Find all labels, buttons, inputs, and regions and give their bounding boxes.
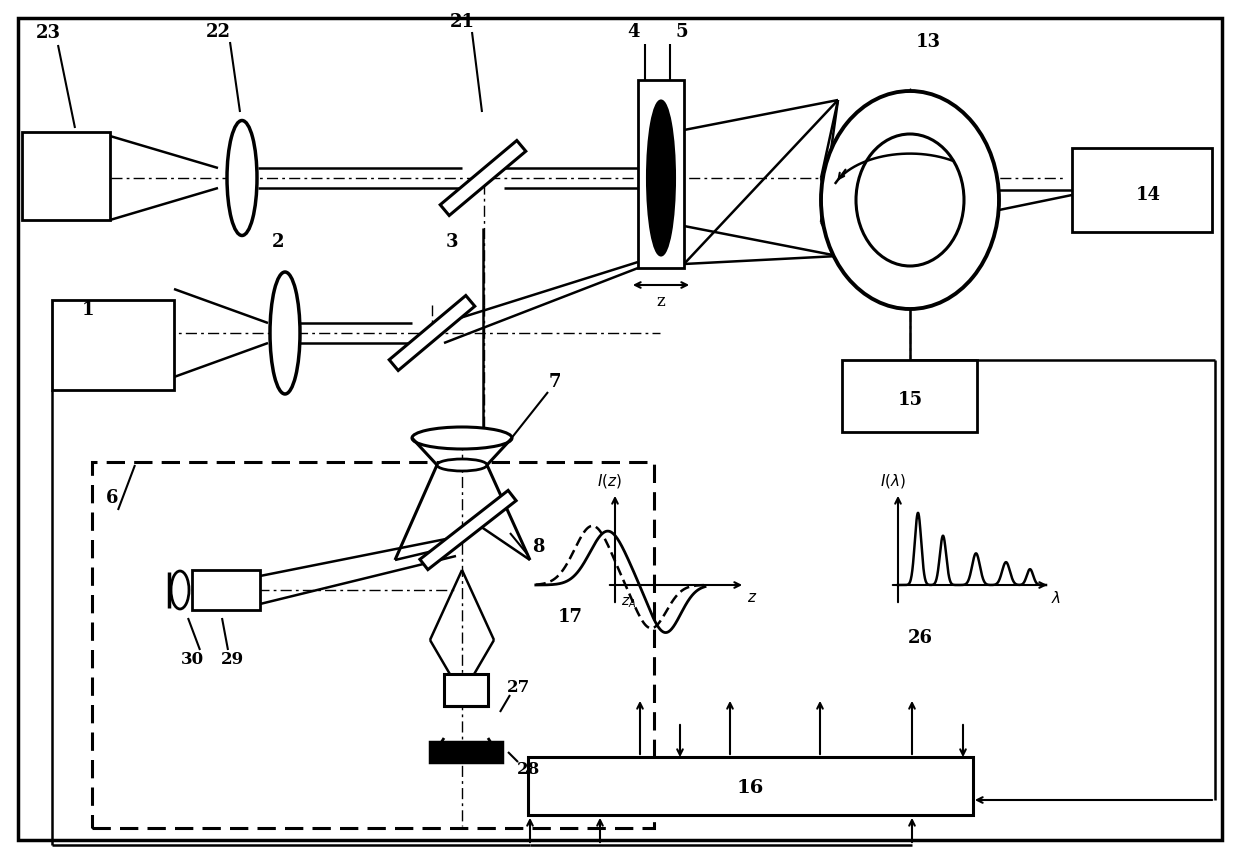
Ellipse shape xyxy=(647,100,675,256)
Bar xyxy=(639,80,684,268)
Text: 27: 27 xyxy=(506,680,529,697)
Bar xyxy=(444,674,489,706)
Text: $\lambda$: $\lambda$ xyxy=(1052,590,1061,606)
Text: $I(\lambda)$: $I(\lambda)$ xyxy=(880,472,906,490)
Ellipse shape xyxy=(227,120,257,235)
Polygon shape xyxy=(440,141,526,215)
Bar xyxy=(92,462,653,828)
Text: 26: 26 xyxy=(908,629,932,647)
Ellipse shape xyxy=(270,272,300,394)
Text: 17: 17 xyxy=(558,608,583,626)
Polygon shape xyxy=(420,491,516,570)
Polygon shape xyxy=(389,295,475,371)
Text: 6: 6 xyxy=(105,489,118,507)
Text: 30: 30 xyxy=(181,651,203,668)
Text: 8: 8 xyxy=(532,538,544,556)
Text: 28: 28 xyxy=(516,762,539,778)
Text: 29: 29 xyxy=(221,651,243,668)
Bar xyxy=(842,360,977,432)
Bar xyxy=(52,300,174,390)
Ellipse shape xyxy=(436,459,487,471)
Text: 4: 4 xyxy=(627,23,640,41)
Bar xyxy=(192,570,260,610)
Text: 7: 7 xyxy=(549,373,562,391)
Text: 2: 2 xyxy=(272,233,284,251)
Text: 22: 22 xyxy=(206,23,231,41)
Bar xyxy=(1073,148,1211,232)
Bar xyxy=(430,742,502,762)
Bar xyxy=(528,757,973,815)
Text: $z_A$: $z_A$ xyxy=(621,595,636,610)
Text: $z$: $z$ xyxy=(746,591,758,605)
Text: 1: 1 xyxy=(82,301,94,319)
Bar xyxy=(22,132,110,220)
Text: 14: 14 xyxy=(1136,186,1161,204)
Text: 23: 23 xyxy=(36,24,61,42)
Text: $I(z)$: $I(z)$ xyxy=(598,472,622,490)
Text: 13: 13 xyxy=(915,33,940,51)
Text: 21: 21 xyxy=(449,13,475,31)
Ellipse shape xyxy=(821,91,999,309)
Text: 16: 16 xyxy=(737,779,764,797)
Text: 15: 15 xyxy=(898,391,923,409)
Text: 3: 3 xyxy=(445,233,459,251)
Text: 5: 5 xyxy=(676,23,688,41)
Ellipse shape xyxy=(412,427,512,449)
Ellipse shape xyxy=(856,134,963,266)
Text: z: z xyxy=(657,293,666,311)
Ellipse shape xyxy=(171,571,188,609)
